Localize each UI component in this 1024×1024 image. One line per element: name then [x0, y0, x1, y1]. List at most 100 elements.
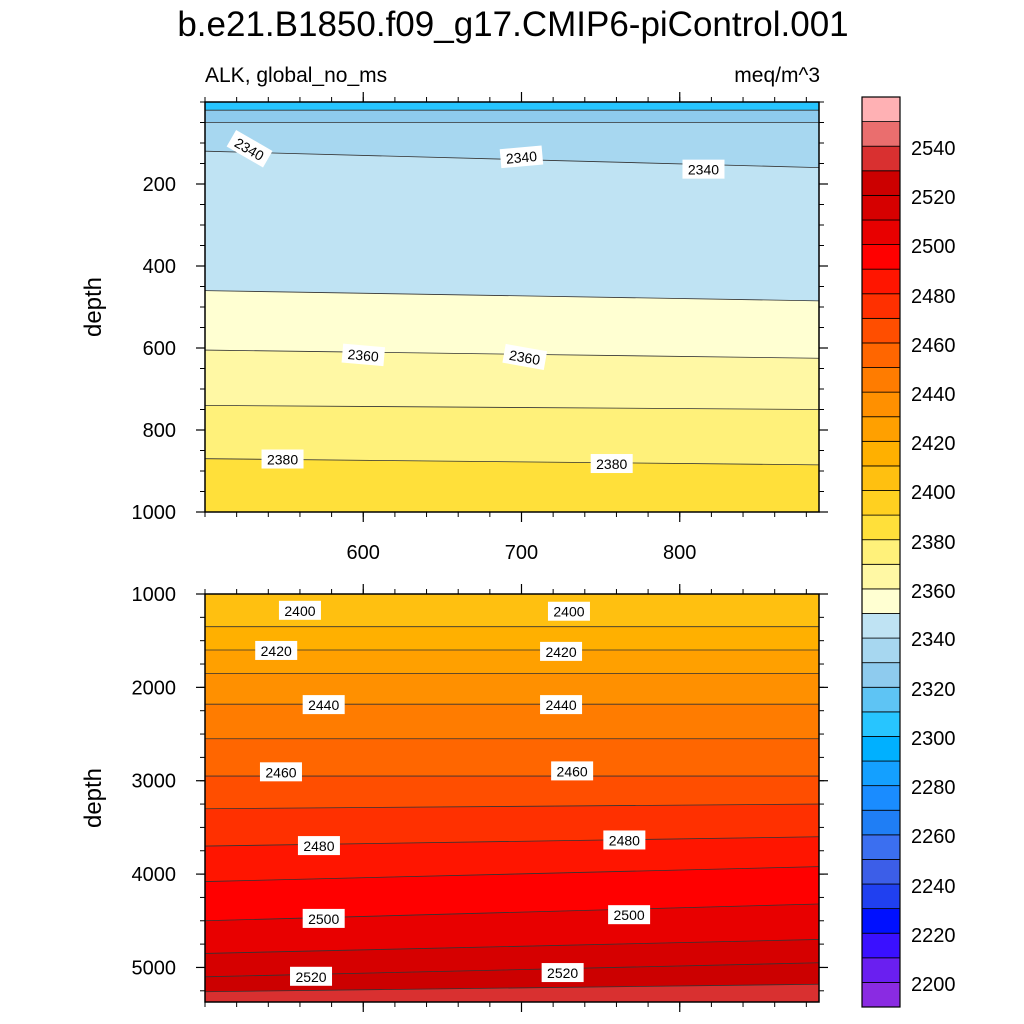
contour-label: 2460: [551, 761, 594, 781]
contour-label-bg: [540, 641, 583, 661]
contour-band: [205, 866, 819, 921]
contour-label-text: 2380: [267, 452, 298, 468]
contour-band: [205, 594, 819, 627]
contour-label: 2400: [547, 601, 590, 621]
colorbar-cell: [861, 244, 901, 270]
contour-label-text: 2380: [596, 456, 627, 472]
colorbar-cell: [861, 883, 901, 910]
contour-label-text: 2480: [609, 832, 640, 848]
contour-band: [205, 290, 819, 359]
contour-label-bg: [540, 695, 583, 715]
panel-frame: [204, 593, 820, 1003]
colorbar-cell: [861, 367, 901, 393]
contour-line: [204, 983, 820, 993]
right-subtitle: meq/m^3: [734, 64, 820, 87]
contour-band: [205, 102, 819, 111]
contour-label-text: 2460: [557, 763, 588, 779]
colorbar-cell: [861, 219, 901, 245]
contour-label-bg: [255, 640, 298, 660]
contour-band: [205, 650, 819, 674]
colorbar-label: 2320: [911, 679, 956, 701]
y-tick-label: 1000: [132, 584, 177, 606]
colorbar-label: 2440: [911, 384, 956, 406]
contour-label-bg: [603, 830, 646, 850]
y-tick-label: 4000: [132, 864, 177, 886]
colorbar-cell: [861, 514, 901, 541]
contour-line: [204, 405, 820, 410]
colorbar-cell: [861, 908, 901, 934]
contour-label-bg: [590, 454, 633, 474]
colorbar-cell: [861, 982, 901, 1008]
contour-band: [205, 939, 819, 977]
colorbar-label: 2540: [911, 138, 956, 160]
contour-label: 2340: [499, 145, 544, 169]
colorbar-cell: [861, 391, 901, 418]
contour-label-bg: [502, 343, 548, 370]
contour-label: 2480: [297, 836, 340, 856]
colorbar-label: 2280: [911, 777, 956, 799]
contour-label: 2360: [341, 343, 386, 367]
colorbar-cell: [861, 686, 901, 713]
contour-line: [204, 866, 820, 882]
colorbar-label: 2220: [911, 925, 956, 947]
contour-band: [205, 738, 819, 777]
colorbar-label: 2260: [911, 826, 956, 848]
contour-line: [204, 458, 820, 466]
contour-label: 2380: [261, 449, 304, 469]
colorbar-frame: [861, 96, 901, 1008]
colorbar-cell: [861, 785, 901, 811]
contour-label-text: 2500: [308, 911, 339, 927]
contour-label: 2360: [502, 343, 548, 370]
contour-label-text: 2340: [688, 162, 719, 178]
contour-label: 2440: [540, 695, 583, 715]
y-tick-label: 200: [143, 174, 176, 196]
contour-label-text: 2500: [614, 907, 645, 923]
contour-band: [205, 984, 819, 1002]
colorbar-cell: [861, 760, 901, 787]
colorbar-label: 2240: [911, 876, 956, 898]
contour-label: 2400: [278, 600, 321, 620]
x-tick-label: 600: [347, 542, 380, 564]
contour-band: [205, 151, 819, 301]
colorbar: 2200 2220 2240 2260 2280 2300 2320 2340 2360 2380…: [861, 96, 956, 1008]
colorbar-cell: [861, 662, 901, 688]
contour-label-bg: [302, 695, 345, 715]
y-tick-label: 5000: [132, 957, 177, 979]
colorbar-cell: [861, 490, 901, 516]
colorbar-cell: [861, 121, 901, 147]
contour-label-bg: [682, 159, 725, 179]
contour-band: [205, 626, 819, 651]
contour-label: 2460: [259, 762, 302, 782]
colorbar-cell: [861, 416, 901, 442]
contour-label: 2500: [608, 905, 651, 925]
colorbar-cell: [861, 711, 901, 737]
colorbar-label: 2340: [911, 629, 956, 651]
contour-label: 2440: [302, 695, 345, 715]
colorbar-cell: [861, 539, 901, 565]
colorbar-label: 2520: [911, 187, 956, 209]
colorbar-cell: [861, 317, 901, 344]
x-tick-label: 800: [663, 542, 696, 564]
contour-band: [205, 458, 819, 512]
colorbar-cell: [861, 145, 901, 172]
contour-band: [205, 804, 819, 847]
contour-label-bg: [261, 449, 304, 469]
contour-band: [205, 110, 819, 123]
contour-label: 2520: [290, 966, 333, 986]
y-tick-label: 2000: [132, 677, 177, 699]
colorbar-cell: [861, 588, 901, 614]
colorbar-cell: [861, 194, 901, 221]
contour-label-bg: [302, 908, 345, 928]
colorbar-cell: [861, 170, 901, 196]
colorbar-cell: [861, 293, 901, 319]
contour-band: [205, 776, 819, 809]
colorbar-cell: [861, 563, 901, 590]
colorbar-cell: [861, 440, 901, 467]
y-tick-label: 1000: [132, 502, 177, 524]
colorbar-label: 2360: [911, 581, 956, 603]
colorbar-cell: [861, 957, 901, 983]
left-subtitle: ALK, global_no_ms: [205, 64, 387, 87]
contour-label: 2520: [541, 963, 584, 983]
